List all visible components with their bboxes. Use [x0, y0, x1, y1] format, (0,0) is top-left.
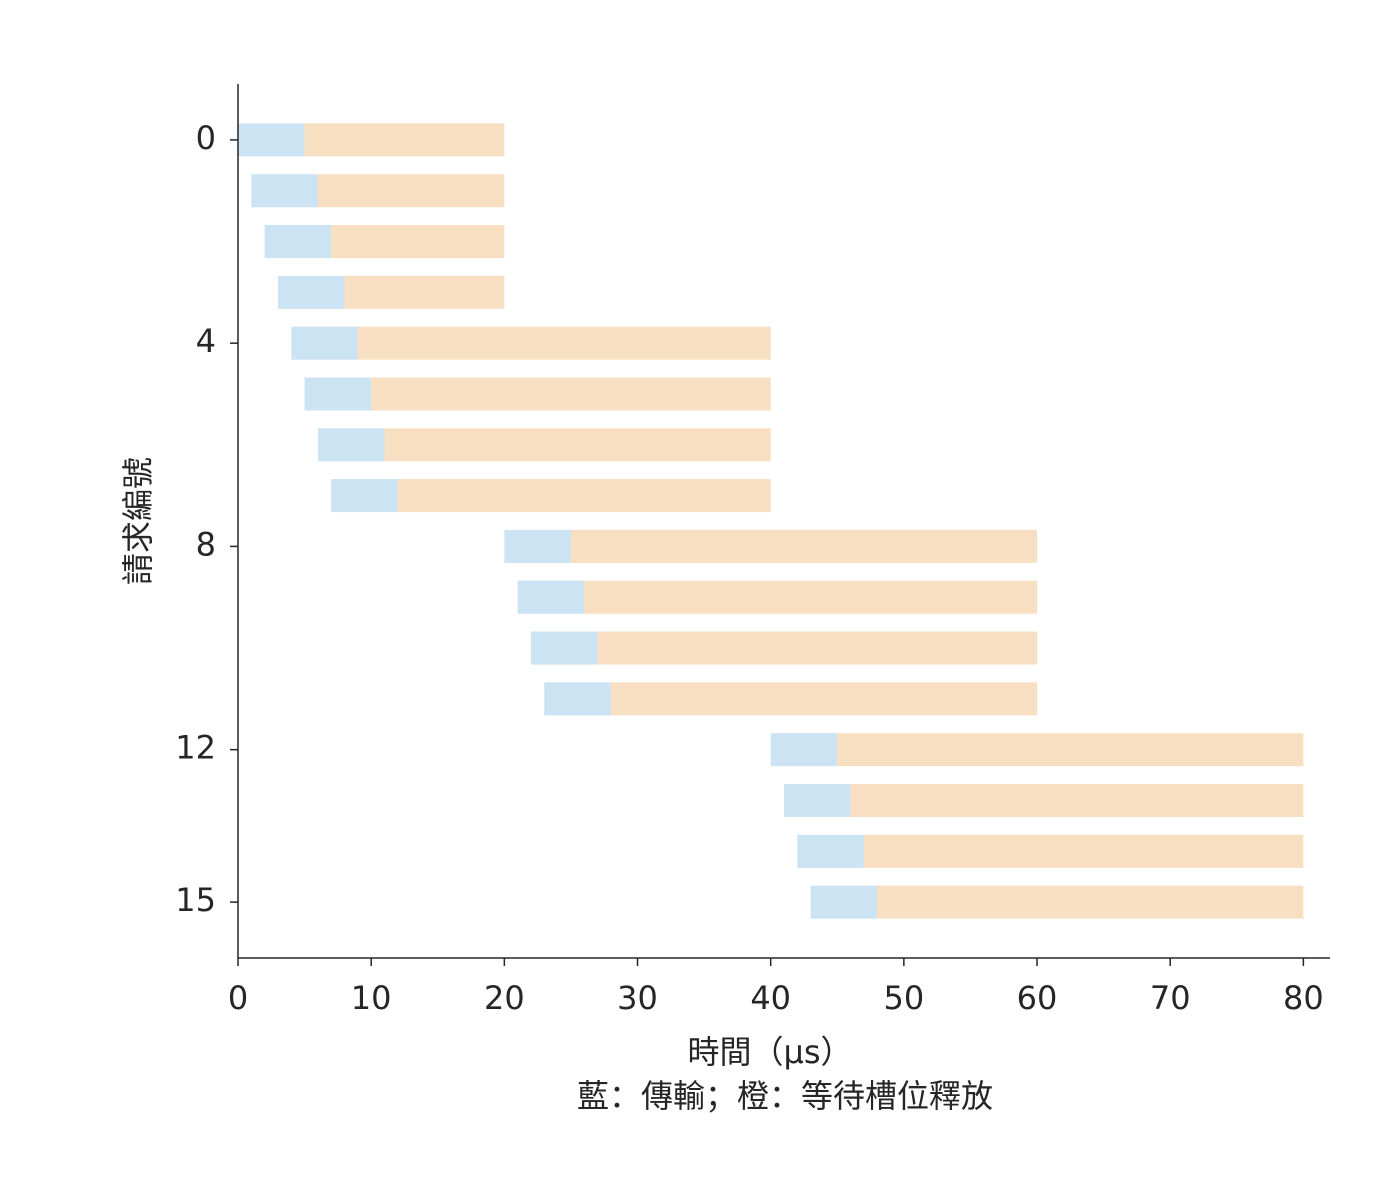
bar-segment: [517, 580, 585, 614]
caption: 藍：傳輸；橙：等待槽位釋放: [577, 1077, 993, 1115]
x-axis-label: 時間（μs）: [687, 1033, 852, 1071]
x-tick-label: 80: [1283, 979, 1324, 1017]
bar-segment: [504, 529, 571, 563]
bar-segment: [251, 174, 318, 208]
bar-segment: [784, 783, 851, 817]
bar-segment: [530, 631, 598, 665]
bar-segment: [397, 479, 771, 513]
y-tick-label: 12: [175, 729, 216, 767]
bar-segment: [371, 377, 771, 411]
bar-segment: [584, 580, 1038, 614]
bar-segment: [570, 529, 1038, 563]
bar-segment: [384, 428, 771, 462]
bar-segment: [291, 326, 358, 360]
bar-segment: [837, 733, 1304, 767]
x-tick-label: 20: [484, 979, 525, 1017]
y-tick-label: 4: [196, 322, 216, 360]
x-tick-label: 0: [228, 979, 248, 1017]
bar-segment: [770, 733, 838, 767]
y-tick-label: 0: [196, 119, 216, 157]
x-tick-label: 30: [617, 979, 658, 1017]
y-tick-label: 8: [196, 525, 216, 563]
bar-segment: [304, 123, 505, 157]
x-tick-label: 10: [351, 979, 392, 1017]
x-tick-label: 70: [1150, 979, 1191, 1017]
bar-segment: [317, 174, 505, 208]
bar-segment: [344, 275, 505, 309]
y-axis-label: 請求編號: [119, 457, 157, 585]
x-tick-label: 60: [1017, 979, 1058, 1017]
bar-segment: [863, 834, 1304, 868]
bar-segment: [597, 631, 1038, 665]
bar-segment: [797, 834, 864, 868]
bar-segment: [610, 682, 1038, 716]
bar-segment: [264, 225, 332, 259]
x-tick-label: 40: [750, 979, 791, 1017]
bar-segment: [850, 783, 1304, 817]
bar-segment: [304, 377, 372, 411]
bar-segment: [357, 326, 771, 360]
bar-segment: [544, 682, 611, 716]
y-tick-label: 15: [175, 881, 216, 919]
bar-segment: [810, 885, 878, 919]
bar-segment: [331, 479, 398, 513]
bar-segment: [238, 123, 305, 157]
bar-segment: [877, 885, 1304, 919]
bar-segment: [277, 275, 345, 309]
bar-segment: [317, 428, 385, 462]
x-tick-label: 50: [883, 979, 924, 1017]
bar-segment: [331, 225, 505, 259]
